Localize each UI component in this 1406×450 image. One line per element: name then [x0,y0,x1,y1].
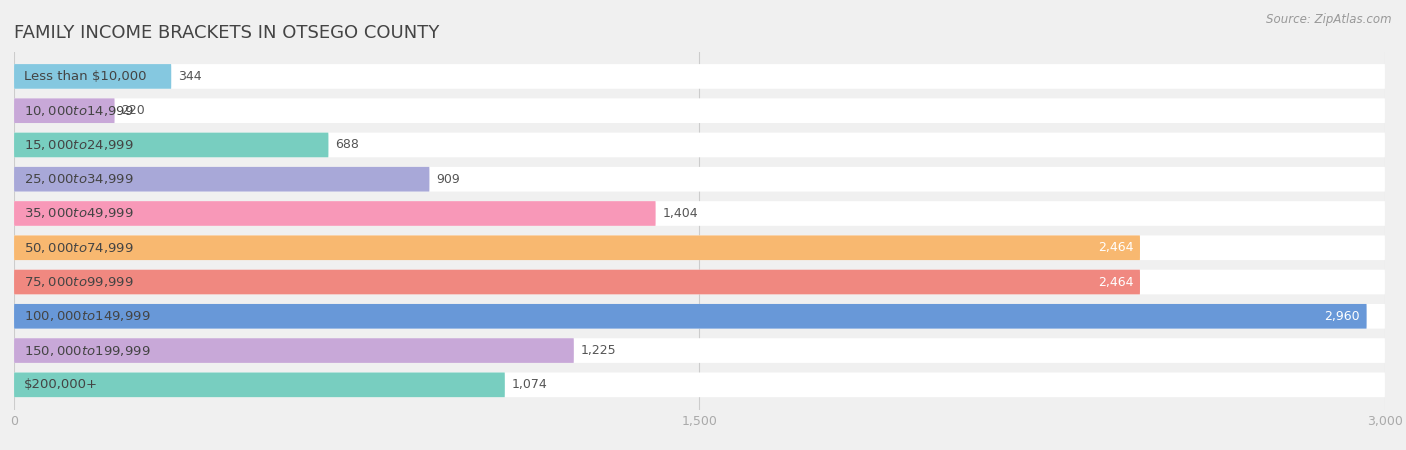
Text: 909: 909 [436,173,460,186]
Text: $100,000 to $149,999: $100,000 to $149,999 [24,309,150,323]
FancyBboxPatch shape [14,235,1140,260]
Text: Source: ZipAtlas.com: Source: ZipAtlas.com [1267,14,1392,27]
Text: $35,000 to $49,999: $35,000 to $49,999 [24,207,134,220]
Text: 2,464: 2,464 [1098,275,1133,288]
Text: $10,000 to $14,999: $10,000 to $14,999 [24,104,134,118]
Text: $200,000+: $200,000+ [24,378,98,392]
Text: $50,000 to $74,999: $50,000 to $74,999 [24,241,134,255]
Text: Less than $10,000: Less than $10,000 [24,70,146,83]
Text: 688: 688 [335,139,359,152]
FancyBboxPatch shape [14,270,1385,294]
FancyBboxPatch shape [14,270,1140,294]
Text: $15,000 to $24,999: $15,000 to $24,999 [24,138,134,152]
FancyBboxPatch shape [14,64,1385,89]
FancyBboxPatch shape [14,304,1367,328]
FancyBboxPatch shape [14,338,1385,363]
Text: 2,960: 2,960 [1324,310,1360,323]
Text: 2,464: 2,464 [1098,241,1133,254]
Text: 344: 344 [179,70,201,83]
FancyBboxPatch shape [14,64,172,89]
FancyBboxPatch shape [14,133,329,158]
FancyBboxPatch shape [14,167,1385,192]
Text: $150,000 to $199,999: $150,000 to $199,999 [24,343,150,358]
Text: 1,225: 1,225 [581,344,616,357]
FancyBboxPatch shape [14,99,1385,123]
FancyBboxPatch shape [14,373,1385,397]
FancyBboxPatch shape [14,201,1385,226]
FancyBboxPatch shape [14,235,1385,260]
FancyBboxPatch shape [14,201,655,226]
FancyBboxPatch shape [14,133,1385,158]
Text: 220: 220 [121,104,145,117]
FancyBboxPatch shape [14,167,429,192]
Text: $25,000 to $34,999: $25,000 to $34,999 [24,172,134,186]
Text: FAMILY INCOME BRACKETS IN OTSEGO COUNTY: FAMILY INCOME BRACKETS IN OTSEGO COUNTY [14,24,440,42]
FancyBboxPatch shape [14,373,505,397]
Text: $75,000 to $99,999: $75,000 to $99,999 [24,275,134,289]
Text: 1,074: 1,074 [512,378,547,392]
FancyBboxPatch shape [14,338,574,363]
FancyBboxPatch shape [14,99,115,123]
FancyBboxPatch shape [14,304,1385,328]
Text: 1,404: 1,404 [662,207,699,220]
